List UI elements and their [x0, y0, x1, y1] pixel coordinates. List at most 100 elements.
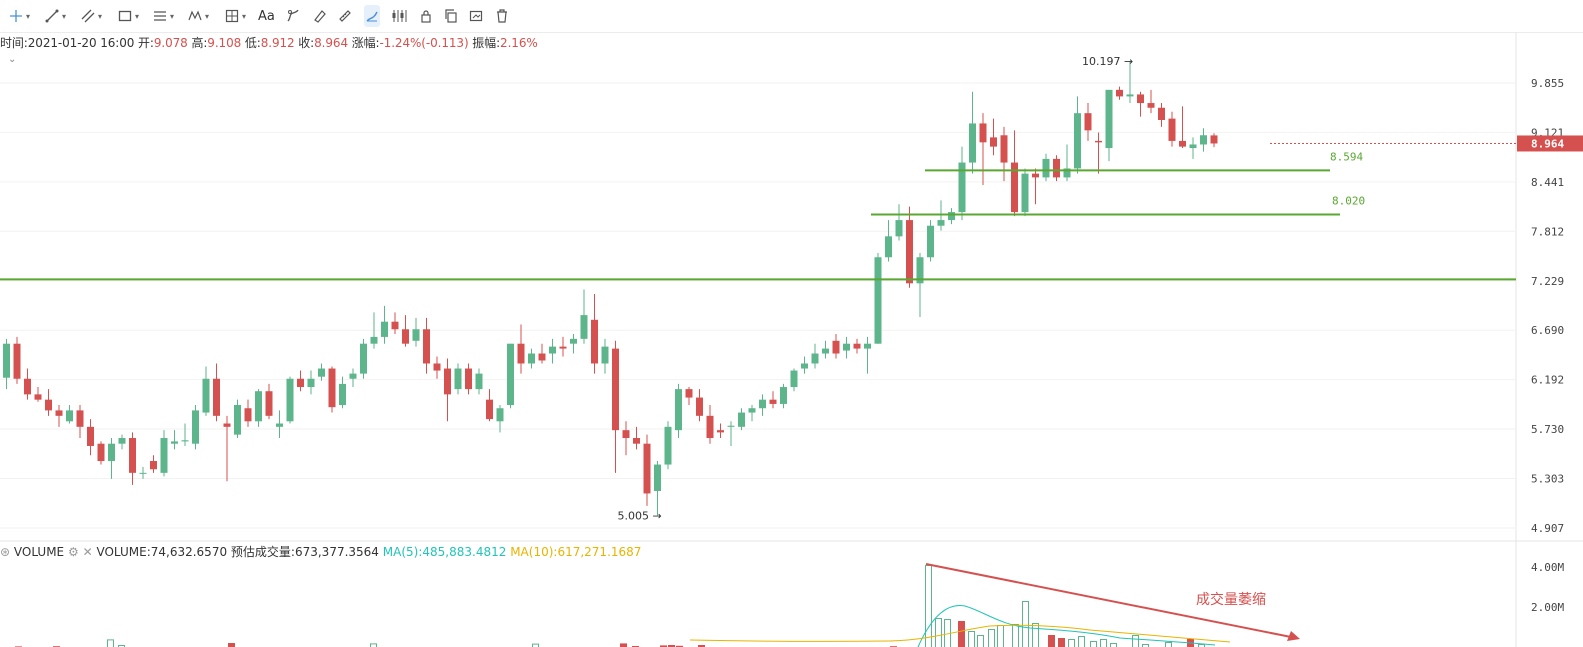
volume-bar: [977, 635, 984, 647]
candle-body: [570, 338, 577, 344]
candle-body: [885, 236, 892, 258]
volume-bar: [1142, 644, 1149, 647]
candle-body: [675, 389, 682, 431]
volume-bar: [1068, 639, 1075, 647]
candle-body: [990, 137, 997, 147]
candle-body: [1179, 140, 1186, 147]
candle-body: [633, 438, 640, 444]
volume-indicator-header: ⊛ VOLUME ⚙ ✕ VOLUME:74,632.6570 预估成交量:67…: [0, 543, 641, 561]
candle-body: [34, 394, 42, 400]
time-label: 时间:: [0, 36, 28, 50]
chevron-down-icon[interactable]: ▾: [26, 11, 31, 21]
trash-icon[interactable]: [494, 5, 510, 27]
candle-body: [433, 363, 441, 371]
candle-body: [160, 438, 168, 473]
collapse-chevron-icon[interactable]: ⌄: [8, 54, 17, 65]
candle-body: [843, 343, 850, 351]
candle-body: [1147, 103, 1155, 108]
candle-body: [927, 225, 934, 258]
candle-body: [66, 410, 73, 422]
ma10-value: MA(10):617,271.1687: [510, 545, 642, 559]
settings-gear-icon[interactable]: ⚙: [67, 545, 79, 559]
candle-body: [454, 368, 462, 390]
candle-body: [654, 464, 661, 491]
chevron-down-icon[interactable]: ▾: [205, 11, 210, 21]
time-value: 2021-01-20 16:00: [27, 36, 135, 50]
open-label: 开:: [138, 36, 154, 50]
candle-body: [139, 472, 147, 474]
candle-body: [759, 399, 766, 409]
crosshair-icon[interactable]: ▾: [8, 5, 30, 27]
price-tick-label: 8.441: [1531, 176, 1564, 189]
price-tick-label: 5.730: [1531, 423, 1564, 436]
chevron-down-icon[interactable]: ▾: [170, 11, 175, 21]
magnet-icon[interactable]: [364, 5, 380, 27]
volume-bar: [1132, 635, 1139, 647]
volume-bar: [1100, 639, 1107, 647]
chevron-down-icon[interactable]: ▾: [98, 11, 103, 21]
price-tick-label: 9.855: [1531, 77, 1564, 90]
rectangle-icon[interactable]: ▾: [117, 5, 139, 27]
lock-icon[interactable]: [418, 5, 434, 27]
price-tick-label: 7.812: [1531, 225, 1564, 238]
candle-body: [276, 423, 283, 427]
candle-body: [979, 123, 987, 143]
candle-body: [1210, 135, 1218, 144]
candle-body: [717, 430, 724, 433]
chevron-down-icon[interactable]: ▾: [242, 11, 247, 21]
collapse-dot-icon[interactable]: ⊛: [0, 545, 11, 559]
candle-body: [1158, 107, 1165, 120]
volume-bar: [988, 629, 995, 647]
candle-body: [1095, 140, 1102, 143]
screenshot-icon[interactable]: [468, 5, 484, 27]
volume-bar: [1032, 623, 1039, 647]
candle-body: [643, 443, 651, 494]
candle-body: [1000, 135, 1008, 163]
copy-icon[interactable]: [443, 5, 459, 27]
text-icon[interactable]: Aa: [258, 5, 275, 27]
candle-body: [45, 399, 52, 411]
candle-body: [87, 426, 94, 446]
fib-retracement-icon[interactable]: ▾: [152, 5, 174, 27]
candle-body: [580, 315, 588, 339]
close-label: 收:: [298, 36, 315, 50]
candle-body: [108, 443, 115, 462]
change-value: -1.24%(-0.113): [379, 36, 469, 50]
ma10-line: [689, 624, 1231, 643]
measure-icon[interactable]: ▾: [224, 5, 246, 27]
candle-body: [402, 329, 409, 344]
candle-body: [916, 257, 924, 284]
ma5-value: MA(5):485,883.4812: [382, 545, 507, 559]
open-value: 9.078: [153, 36, 188, 50]
candle-body: [748, 408, 756, 413]
ruler-icon[interactable]: [337, 5, 353, 27]
trend-line-icon[interactable]: ▾: [44, 5, 66, 27]
candle-body: [349, 373, 357, 379]
pattern-icon[interactable]: ▾: [187, 5, 209, 27]
candle-body: [1126, 94, 1134, 97]
eraser-icon[interactable]: [311, 5, 327, 27]
chevron-down-icon[interactable]: ▾: [62, 11, 67, 21]
price-tick-label: 6.192: [1531, 374, 1564, 387]
candle-body: [727, 425, 735, 427]
candle-style-icon[interactable]: [391, 5, 409, 27]
volume-bar: [676, 645, 683, 647]
candle-body: [937, 220, 945, 226]
candle-body: [801, 363, 808, 369]
candle-body: [286, 378, 294, 422]
brush-icon[interactable]: [285, 5, 301, 27]
volume-bar: [968, 631, 975, 647]
candle-body: [601, 346, 609, 364]
candle-body: [696, 397, 703, 416]
candle-body: [822, 348, 829, 354]
chevron-down-icon[interactable]: ▾: [135, 11, 140, 21]
close-icon[interactable]: ✕: [82, 545, 93, 559]
volume-bar: [1048, 635, 1055, 647]
parallel-channel-icon[interactable]: ▾: [80, 5, 102, 27]
candle-body: [3, 343, 10, 378]
volume-bar: [532, 643, 539, 647]
candle-body: [24, 378, 31, 395]
low-value: 8.912: [260, 36, 295, 50]
candle-body: [150, 461, 157, 470]
